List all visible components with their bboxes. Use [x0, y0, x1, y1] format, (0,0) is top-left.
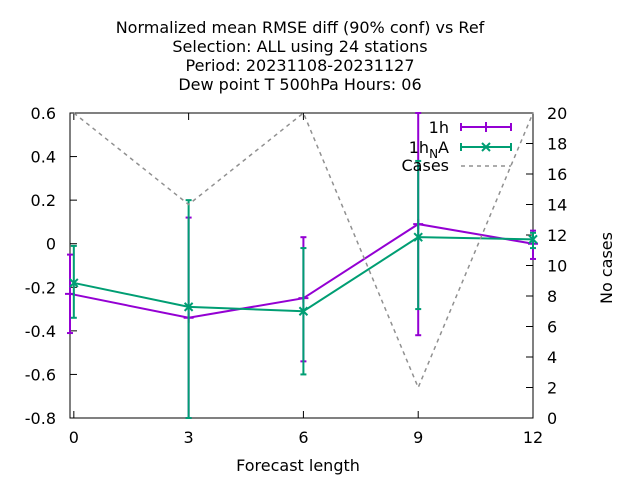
x-tick-label: 9: [413, 428, 423, 447]
data-point: [298, 306, 309, 316]
y-tick-label: 0.6: [31, 104, 56, 123]
data-point: [69, 278, 79, 288]
title-line-3: Period: 20231108-20231127: [185, 56, 414, 75]
legend-label-cases: Cases: [402, 156, 450, 175]
y2-tick-label: 12: [547, 226, 567, 245]
y2-tick-label: 8: [547, 287, 557, 306]
title-line-2: Selection: ALL using 24 stations: [172, 37, 427, 56]
legend-label-1hNA-tail: A: [438, 138, 449, 157]
series-cases: [73, 111, 534, 390]
cases-line: [73, 111, 534, 390]
x-tick-label: 6: [298, 428, 308, 447]
series-1h: [65, 112, 538, 419]
svg-text:1hNA: 1hNA: [409, 138, 449, 161]
x-tick-label: 12: [523, 428, 543, 447]
legend-marker-1hNA: [481, 142, 491, 152]
legend-label-1hNA-main: 1h: [409, 138, 429, 157]
x-tick-label: 0: [69, 428, 79, 447]
y-tick-label: -0.2: [25, 278, 56, 297]
series-1hna: [69, 159, 538, 419]
y2-tick-label: 14: [547, 196, 567, 215]
data-point: [413, 232, 423, 242]
legend-label-1hNA-sub: N: [429, 147, 438, 161]
legend-label-1hNA: 1hNA: [409, 138, 449, 161]
legend: 1h 1hNA Cases: [402, 118, 512, 175]
y2-tick-label: 2: [547, 379, 557, 398]
y2-tick-label: 16: [547, 165, 567, 184]
legend-marker-1h: [481, 122, 491, 132]
title-line-1: Normalized mean RMSE diff (90% conf) vs …: [116, 18, 485, 37]
y2-tick-label: 18: [547, 135, 567, 154]
y-tick-label: 0.4: [31, 148, 56, 167]
data-point: [183, 302, 194, 312]
y-tick-label: 0: [46, 235, 56, 254]
y-tick-label: -0.6: [25, 365, 56, 384]
x-tick-label: 3: [184, 428, 194, 447]
y-tick-label: -0.8: [25, 409, 56, 428]
y2-axis-label: No cases: [597, 232, 616, 304]
legend-label-1h: 1h: [429, 118, 449, 137]
series-layer: [65, 111, 538, 419]
chart-title: Normalized mean RMSE diff (90% conf) vs …: [116, 18, 485, 94]
y2-tick-label: 10: [547, 257, 567, 276]
y2-tick-label: 0: [547, 409, 557, 428]
x-axis-label: Forecast length: [236, 456, 360, 475]
y-tick-label: 0.2: [31, 191, 56, 210]
y2-tick-label: 20: [547, 104, 567, 123]
title-line-4: Dew point T 500hPa Hours: 06: [178, 75, 421, 94]
y2-tick-label: 6: [547, 318, 557, 337]
plot-frame: [69, 112, 534, 419]
y-tick-label: -0.4: [25, 322, 56, 341]
y2-tick-label: 4: [547, 348, 557, 367]
axes: -0.8 -0.6 -0.4 -0.2 0 0.2 0.4 0.6 0 2 4 6 8 10 12 14 16 1…: [25, 104, 568, 447]
data-point: [528, 234, 538, 245]
